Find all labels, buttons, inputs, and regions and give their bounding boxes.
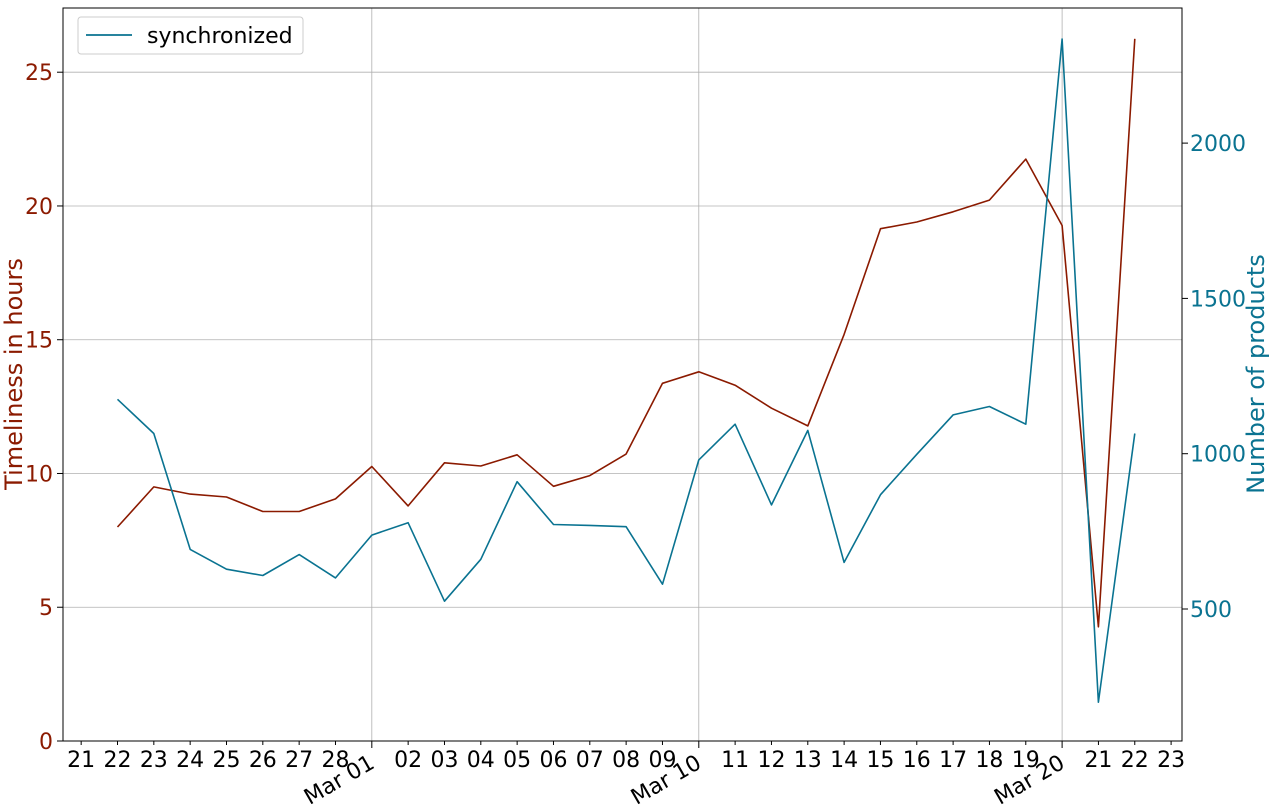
x-tick-label: 16 [903,748,931,773]
x-tick-label: 22 [103,748,131,773]
x-tick-label: 13 [794,748,822,773]
y-left-tick-label: 15 [25,329,53,354]
x-tick-label: 22 [1121,748,1149,773]
x-tick-label: 12 [757,748,785,773]
x-tick-label: 21 [67,748,95,773]
x-tick-label: 14 [830,748,858,773]
legend: synchronized [77,16,304,55]
x-tick-label: 04 [467,748,495,773]
x-tick-label: 23 [140,748,168,773]
x-tick-label: 03 [430,748,458,773]
y-left-tick-label: 10 [25,462,53,487]
series-layer [116,38,1136,704]
y-axis-left-title: Timeliness in hours [0,258,28,491]
legend-label-synchronized: synchronized [147,24,293,49]
x-tick-label: 06 [539,748,567,773]
plot-frame [62,7,1183,742]
y-left-tick-label: 0 [39,730,53,755]
x-tick-label: 28 [321,748,349,773]
y-left-tick-label: 25 [25,61,53,86]
legend-box [77,16,304,55]
x-tick-label: 02 [394,748,422,773]
x-tick-label: 18 [975,748,1003,773]
grid-layer [63,8,1182,741]
y-right-tick-label: 2000 [1190,132,1246,157]
left-axis: 0 5 10 15 20 25 [25,61,63,755]
x-tick-label: 26 [249,748,277,773]
y-left-tick-label: 5 [39,596,53,621]
y-axis-right-title: Number of products [1242,254,1270,494]
x-tick-label: 05 [503,748,531,773]
right-axis: 500 1000 1500 2000 [1182,132,1246,623]
x-tick-label: 25 [212,748,240,773]
y-right-tick-label: 1500 [1190,287,1246,312]
y-right-tick-label: 500 [1190,598,1232,623]
x-tick-label: 08 [612,748,640,773]
x-tick-label: 11 [721,748,749,773]
x-tick-label: 21 [1084,748,1112,773]
series-line-left-axis [116,38,1136,628]
x-tick-label: 24 [176,748,204,773]
x-tick-label: 23 [1157,748,1185,773]
y-right-tick-label: 1000 [1190,443,1246,468]
x-tick-label: 27 [285,748,313,773]
series-line-synchronized [116,38,1136,704]
x-tick-label: 15 [866,748,894,773]
x-tick-label: 19 [1012,748,1040,773]
y-left-tick-label: 20 [25,195,53,220]
x-tick-label: 07 [576,748,604,773]
x-tick-label: 09 [648,748,676,773]
x-tick-label: 17 [939,748,967,773]
